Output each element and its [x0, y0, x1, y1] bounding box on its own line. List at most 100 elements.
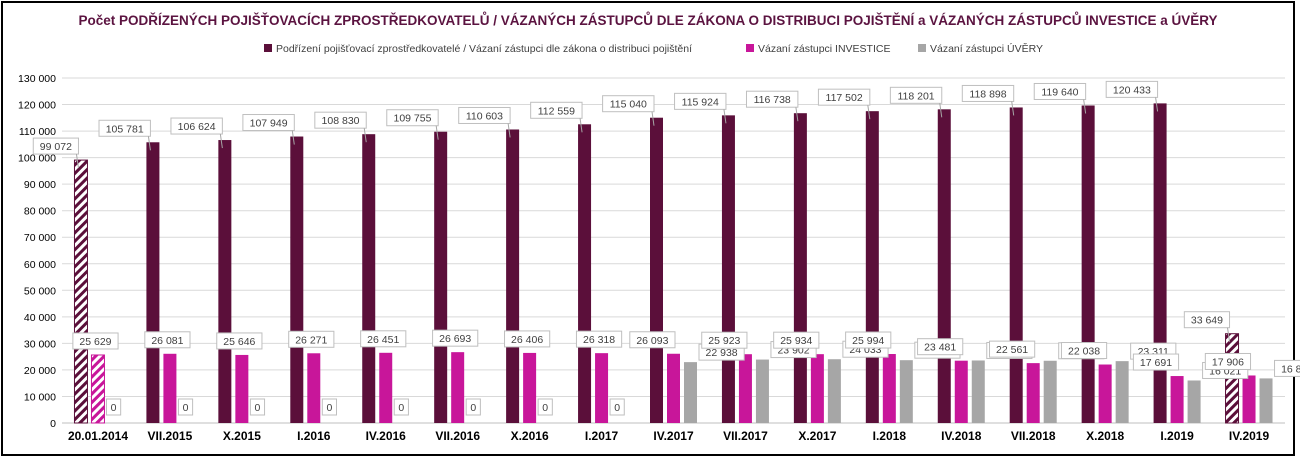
chart-title: Počet PODŘÍZENÝCH POJIŠŤOVACÍCH ZPROSTŘE… — [78, 13, 1218, 28]
bar — [578, 124, 592, 423]
data-label: 25 934 — [780, 335, 812, 347]
data-label: 109 755 — [393, 113, 431, 125]
data-label-box — [1132, 353, 1180, 371]
data-label-leader — [1155, 97, 1159, 112]
data-label-box — [465, 398, 481, 416]
bar — [954, 360, 968, 423]
data-label: 26 271 — [295, 334, 327, 346]
data-label-box — [32, 137, 79, 155]
data-label-box — [504, 330, 551, 348]
bar — [793, 113, 807, 423]
data-label: 25 629 — [79, 336, 111, 348]
bar — [1170, 376, 1184, 423]
bar — [1026, 363, 1040, 423]
data-label: 0 — [326, 402, 332, 414]
data-label-box — [144, 331, 191, 349]
data-label-leader — [651, 111, 655, 126]
data-label-box — [242, 114, 295, 132]
data-label-box — [845, 331, 892, 349]
data-label-box — [288, 330, 335, 348]
data-label: 22 938 — [706, 347, 738, 359]
data-label: 117 502 — [826, 92, 863, 104]
bar — [506, 129, 520, 423]
data-label: 26 318 — [583, 334, 615, 346]
data-label-leader — [939, 103, 943, 118]
bar — [667, 353, 680, 423]
data-label: 22 038 — [1068, 346, 1100, 358]
data-label-box — [1183, 311, 1231, 329]
data-label-box — [530, 101, 583, 119]
bars — [73, 103, 1273, 424]
data-label: 118 898 — [969, 88, 1006, 100]
data-label-box — [1204, 352, 1252, 370]
data-label-box — [817, 88, 871, 106]
x-category-label: I.2016 — [297, 429, 331, 443]
x-category-label: X.2016 — [511, 429, 549, 443]
y-tick-label: 90 000 — [24, 179, 56, 191]
data-label: 22 561 — [996, 344, 1028, 356]
data-label-leader — [219, 133, 223, 149]
x-category-label: 20.01.2014 — [68, 429, 128, 443]
bar — [1043, 360, 1057, 423]
data-label: 23 481 — [924, 342, 956, 354]
data-label: 0 — [542, 402, 548, 414]
x-category-label: I.2019 — [1160, 429, 1194, 443]
data-label: 115 924 — [682, 96, 719, 108]
data-label-box — [386, 109, 439, 127]
data-label-leader — [579, 118, 583, 133]
x-category-label: X.2018 — [1086, 429, 1124, 443]
data-label: 26 406 — [511, 334, 543, 346]
y-tick-label: 0 — [50, 418, 56, 430]
bar — [595, 353, 609, 423]
data-label: 0 — [470, 402, 476, 414]
data-label: 119 640 — [1041, 86, 1078, 98]
data-label: 0 — [111, 402, 117, 414]
bar — [827, 359, 841, 423]
bar — [1098, 364, 1112, 423]
legend-swatch — [918, 44, 926, 52]
bar — [971, 360, 985, 423]
data-label-leader — [867, 105, 871, 120]
bar — [865, 111, 879, 423]
data-label-box — [537, 398, 553, 416]
data-label-box — [216, 332, 263, 350]
bar — [290, 136, 304, 423]
bar — [451, 352, 465, 423]
data-label-leader — [1227, 327, 1231, 342]
data-label: 116 738 — [754, 94, 791, 106]
data-label-box — [745, 90, 799, 108]
data-labels: 99 072 25 629 0 105 781 26 081 0 106 624 25 646… — [32, 80, 1300, 416]
data-label: 25 923 — [708, 335, 740, 347]
data-label-box — [961, 84, 1015, 102]
data-label-box — [609, 398, 625, 416]
data-label-leader — [75, 154, 79, 169]
data-label-leader — [507, 123, 511, 138]
data-label: 107 949 — [250, 118, 288, 130]
x-category-label: I.2018 — [873, 429, 907, 443]
x-category-label: IV.2019 — [1229, 429, 1270, 443]
data-label-box — [249, 398, 266, 416]
bar — [899, 360, 913, 423]
bar — [810, 354, 824, 423]
data-label-box — [1060, 342, 1108, 360]
y-axis: 0 10 000 20 000 30 000 40 000 50 000 60 000 70 … — [18, 73, 56, 430]
bar — [146, 142, 160, 423]
bar — [721, 115, 735, 424]
data-label: 26 081 — [151, 335, 183, 347]
data-label: 0 — [614, 402, 620, 414]
data-label: 108 830 — [322, 115, 360, 127]
data-label: 33 649 — [1191, 315, 1223, 327]
bar — [73, 159, 88, 424]
bar — [1009, 107, 1023, 423]
y-tick-label: 20 000 — [24, 365, 56, 377]
data-label: 110 603 — [466, 110, 503, 122]
x-category-label: VII.2015 — [148, 429, 193, 443]
data-label: 25 646 — [223, 336, 255, 348]
x-category-label: VII.2017 — [723, 429, 768, 443]
data-label-box — [889, 86, 943, 104]
data-label-box — [98, 119, 151, 137]
data-label-box — [177, 398, 194, 416]
y-tick-label: 50 000 — [24, 285, 56, 297]
